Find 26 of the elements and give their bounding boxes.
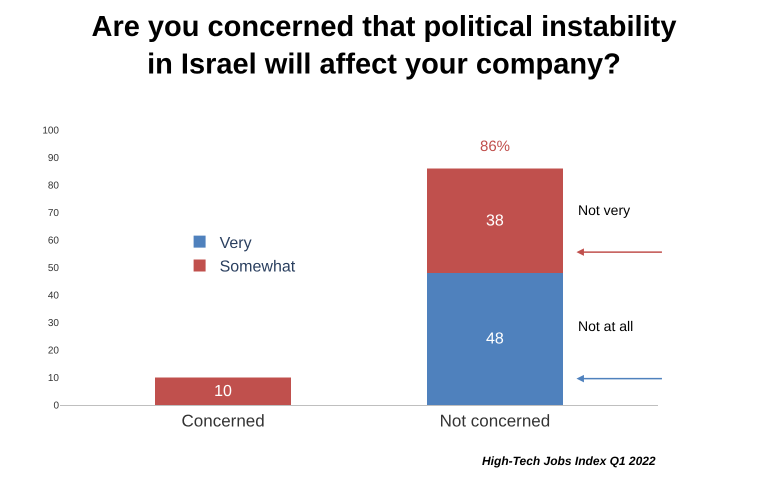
legend-label: Very	[220, 234, 252, 252]
y-tick-label: 70	[48, 208, 60, 219]
y-tick-label: 60	[48, 236, 60, 246]
data-label: 38	[486, 212, 504, 230]
y-tick-label: 80	[48, 180, 60, 192]
y-tick-label: 30	[48, 318, 60, 329]
y-tick-label: 100	[42, 126, 60, 136]
bar	[426, 168, 563, 273]
y-tick-label: 90	[48, 153, 60, 164]
y-tick-label: 0	[53, 400, 60, 412]
total-label: 86%	[480, 138, 510, 155]
legend-label: Somewhat	[220, 258, 296, 276]
x-tick-label: Concerned	[182, 411, 265, 430]
annotation: Not very	[578, 202, 630, 218]
chart-title: Are you concerned that political instability in Israel will affect your company?	[92, 11, 676, 81]
y-tick-label: 20	[48, 346, 60, 356]
y-tick-label: 40	[48, 290, 60, 302]
bar	[155, 378, 292, 405]
x-tick-label: Not concerned	[440, 411, 550, 430]
annotation: Not at all	[578, 318, 634, 334]
text: High-Tech Jobs Index Q1 2022	[482, 454, 656, 468]
data-label: 10	[214, 382, 232, 400]
bar	[426, 273, 563, 405]
data-label: 48	[486, 330, 504, 348]
y-tick-label: 50	[48, 263, 60, 274]
y-tick-label: 10	[48, 373, 60, 384]
